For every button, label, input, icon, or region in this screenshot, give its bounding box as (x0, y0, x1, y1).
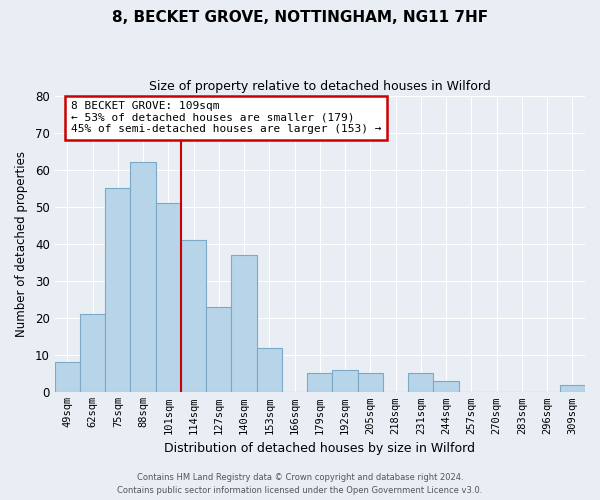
Text: 8, BECKET GROVE, NOTTINGHAM, NG11 7HF: 8, BECKET GROVE, NOTTINGHAM, NG11 7HF (112, 10, 488, 25)
Bar (433, 381, 459, 392)
Bar (358, 374, 383, 392)
Text: Contains HM Land Registry data © Crown copyright and database right 2024.
Contai: Contains HM Land Registry data © Crown c… (118, 474, 482, 495)
Bar (206, 307, 232, 392)
Bar (408, 374, 433, 392)
Y-axis label: Number of detached properties: Number of detached properties (15, 151, 28, 337)
Bar (560, 384, 585, 392)
Bar (155, 203, 181, 392)
Text: 8 BECKET GROVE: 109sqm
← 53% of detached houses are smaller (179)
45% of semi-de: 8 BECKET GROVE: 109sqm ← 53% of detached… (71, 101, 381, 134)
Bar (80, 314, 105, 392)
Bar (130, 162, 155, 392)
Bar (257, 348, 282, 392)
Bar (232, 255, 257, 392)
Bar (55, 362, 80, 392)
Title: Size of property relative to detached houses in Wilford: Size of property relative to detached ho… (149, 80, 491, 93)
X-axis label: Distribution of detached houses by size in Wilford: Distribution of detached houses by size … (164, 442, 475, 455)
Bar (307, 374, 332, 392)
Bar (105, 188, 130, 392)
Bar (332, 370, 358, 392)
Bar (181, 240, 206, 392)
